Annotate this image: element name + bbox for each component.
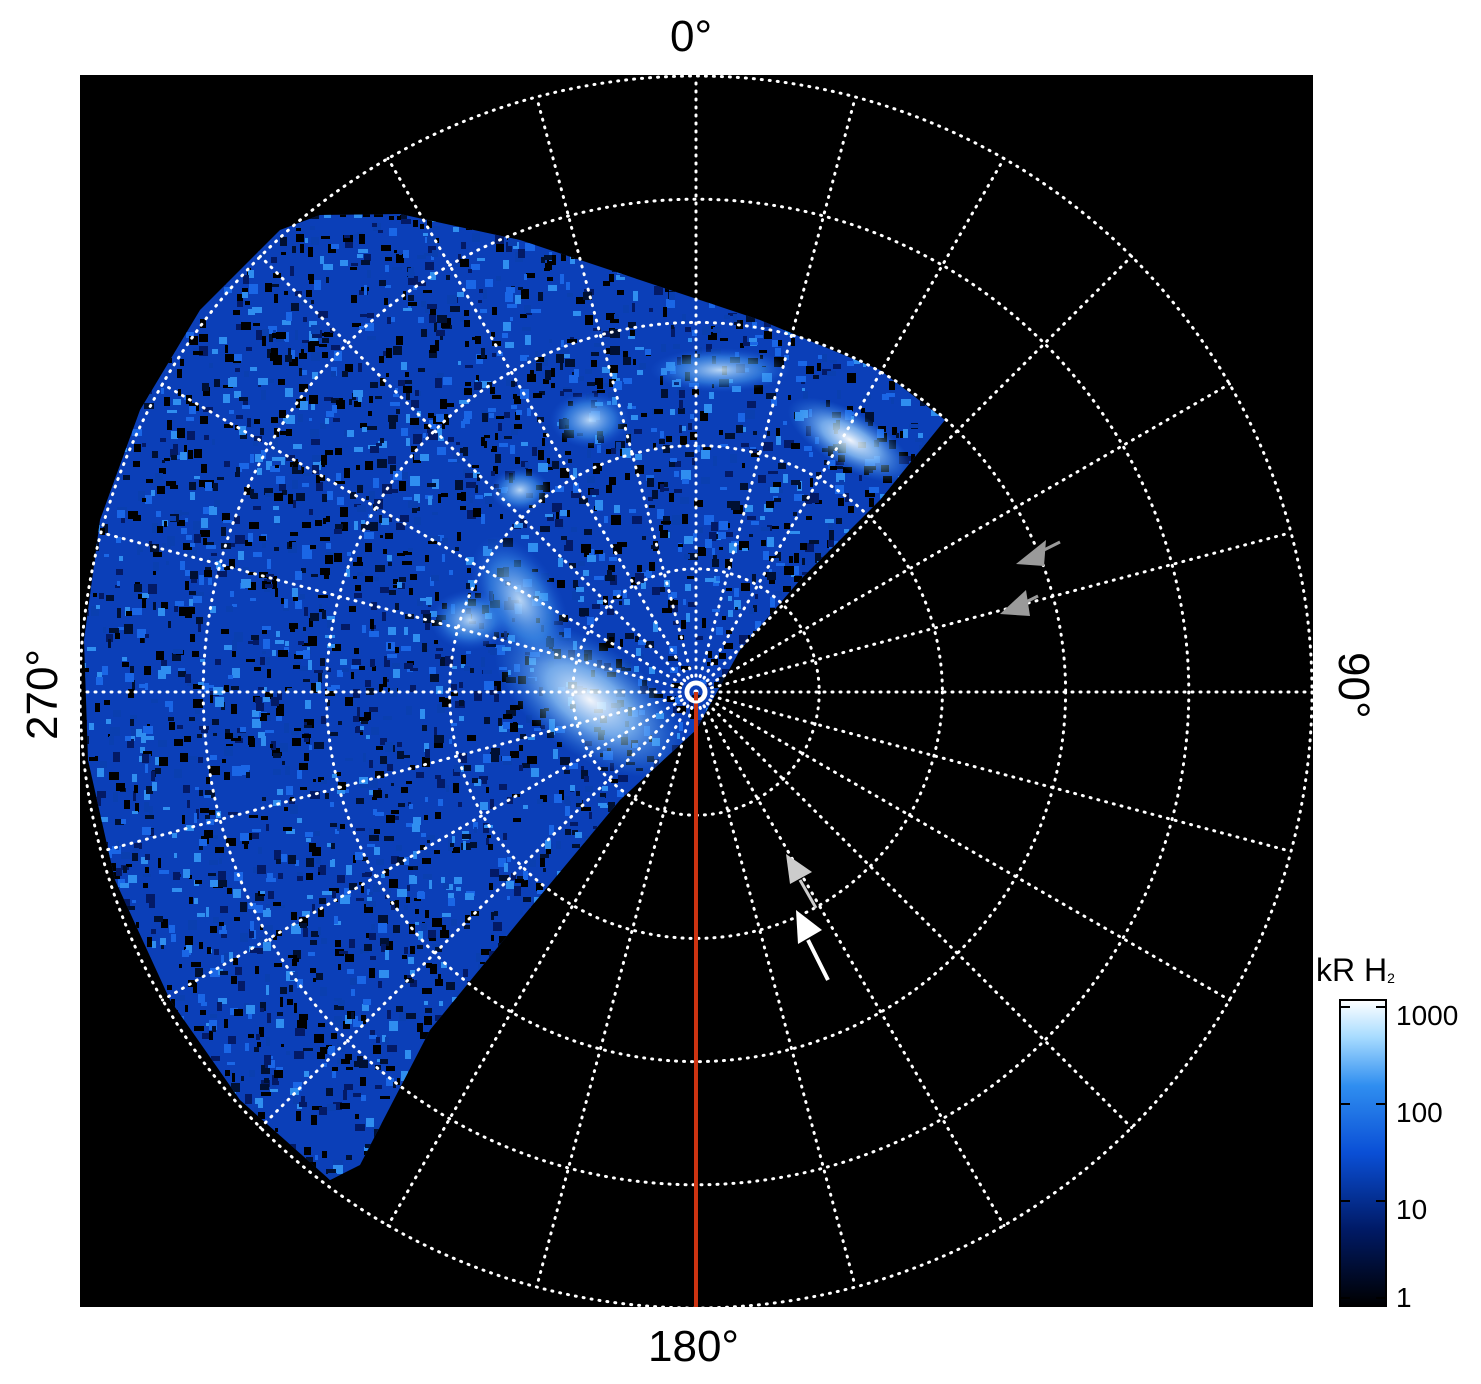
grid-circle xyxy=(201,197,1191,1187)
pole-marker xyxy=(684,680,708,704)
grid-spoke xyxy=(161,690,698,1002)
colorbar-title-text: kR H xyxy=(1316,952,1388,988)
azimuth-label-180: 180° xyxy=(648,1322,740,1371)
polar-grid xyxy=(80,75,1313,1307)
grid-spoke xyxy=(694,95,857,694)
bright-arc-segment xyxy=(787,397,913,483)
grid-spoke xyxy=(535,95,698,694)
grid-spoke xyxy=(694,690,1134,1130)
grid-circle xyxy=(448,444,944,940)
emission-patch xyxy=(490,468,550,512)
grid-spoke xyxy=(99,531,698,694)
colorbar-ticks xyxy=(1340,1006,1386,1299)
colorbar-tick-label: 1 xyxy=(1396,1282,1412,1313)
azimuth-label-270: 270° xyxy=(18,648,67,740)
grid-spoke xyxy=(694,690,1293,853)
white-arrow xyxy=(796,910,830,981)
colorbar-title-subscript: 2 xyxy=(1387,970,1395,986)
grid-spoke xyxy=(694,690,1231,1002)
grid-spoke xyxy=(694,157,1006,694)
colorbar-tick-label: 10 xyxy=(1396,1194,1428,1225)
grid-spoke xyxy=(535,690,698,1289)
grid-spoke xyxy=(386,157,698,694)
gray-arrow xyxy=(786,854,818,909)
grid-spoke xyxy=(161,382,698,694)
grid-spoke xyxy=(258,254,698,694)
emission-patch xyxy=(650,348,790,392)
feature-arrows xyxy=(786,540,1061,981)
grid-spoke xyxy=(258,690,698,1130)
colorbar xyxy=(1339,999,1387,1307)
grid-spoke xyxy=(694,531,1293,694)
emission-patch xyxy=(550,392,630,448)
grid-spoke xyxy=(694,690,857,1289)
colorbar-tick-label: 1000 xyxy=(1396,1000,1459,1031)
emission-patch xyxy=(430,590,510,650)
colorbar-tick-label: 100 xyxy=(1396,1097,1443,1128)
grid-spoke xyxy=(694,690,1006,1227)
colorbar-title: kR H2 xyxy=(1316,952,1395,989)
grid-spoke xyxy=(694,382,1231,694)
azimuth-label-0: 0° xyxy=(670,12,713,61)
grid-circle xyxy=(80,75,1313,1307)
gray-arrow xyxy=(1000,590,1039,616)
grid-spoke xyxy=(386,690,698,1227)
grid-spoke xyxy=(694,254,1134,694)
gray-arrow xyxy=(1016,540,1061,566)
colorbar-gradient xyxy=(1339,999,1387,1307)
azimuth-label-90: 90° xyxy=(1329,652,1378,719)
grid-spoke xyxy=(99,690,698,853)
